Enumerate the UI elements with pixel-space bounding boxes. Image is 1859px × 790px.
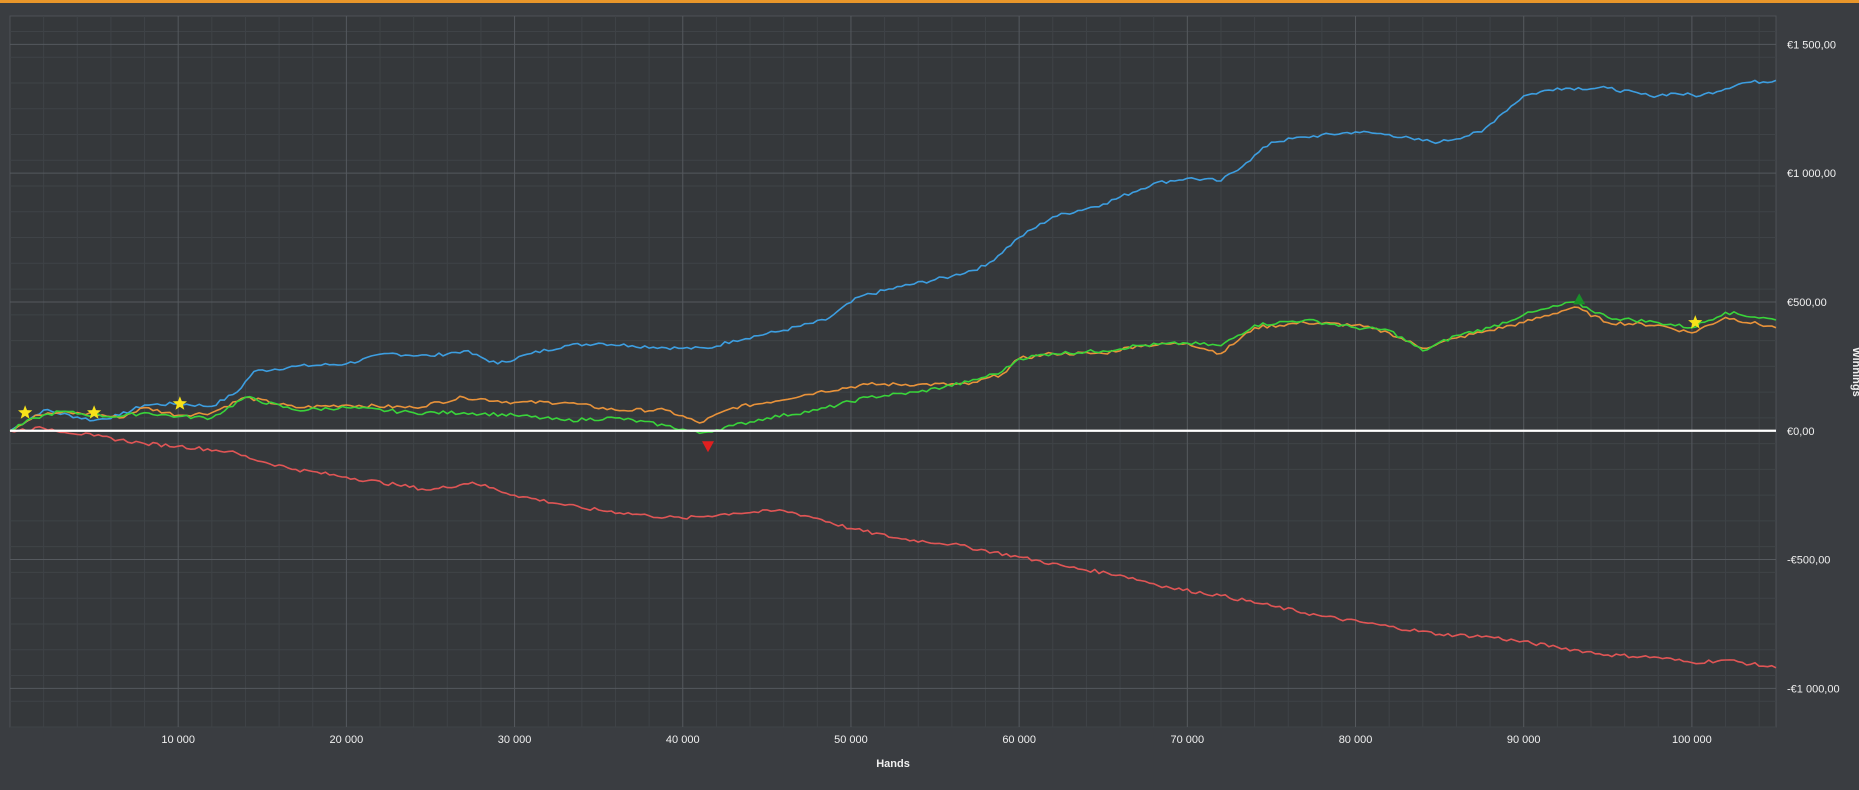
series-layer <box>9 79 1777 669</box>
y-tick-label: €0,00 <box>1787 426 1815 438</box>
triangle-up-marker <box>1573 293 1586 305</box>
x-tick-label: 40 000 <box>666 734 700 746</box>
y-axis-title: Winnings <box>1850 347 1859 396</box>
series-line-2 <box>9 301 1777 435</box>
y-tick-label: €1 000,00 <box>1787 168 1836 180</box>
x-tick-label: 30 000 <box>498 734 532 746</box>
y-tick-label: -€1 000,00 <box>1787 683 1840 695</box>
series-line-1 <box>9 306 1777 432</box>
star-marker <box>172 396 187 410</box>
y-tick-label: €500,00 <box>1787 297 1827 309</box>
x-axis-title: Hands <box>876 758 910 770</box>
triangle-down-marker <box>701 441 714 453</box>
star-marker <box>1688 315 1703 329</box>
marker-layer <box>18 293 1703 453</box>
x-tick-label: 60 000 <box>1002 734 1036 746</box>
x-tick-label: 20 000 <box>330 734 364 746</box>
series-line-0 <box>9 79 1777 432</box>
y-tick-label: €1 500,00 <box>1787 39 1836 51</box>
star-marker <box>87 405 102 419</box>
x-tick-labels: 10 000 20 000 30 000 40 000 50 000 60 000 70 0… <box>161 734 1711 746</box>
minor-grid <box>10 16 1776 728</box>
star-marker <box>18 405 33 419</box>
x-tick-label: 10 000 <box>161 734 195 746</box>
x-tick-label: 50 000 <box>834 734 868 746</box>
top-accent-bar <box>0 0 1859 3</box>
x-tick-label: 100 000 <box>1672 734 1712 746</box>
plot-area <box>9 15 1777 728</box>
y-tick-labels: €1 500,00 €1 000,00 €500,00 €0,00 -€500,00 -€… <box>1787 39 1840 695</box>
x-tick-label: 80 000 <box>1339 734 1373 746</box>
y-tick-label: -€500,00 <box>1787 555 1830 567</box>
series-line-3 <box>9 425 1777 669</box>
x-tick-label: 70 000 <box>1171 734 1205 746</box>
x-tick-label: 90 000 <box>1507 734 1541 746</box>
